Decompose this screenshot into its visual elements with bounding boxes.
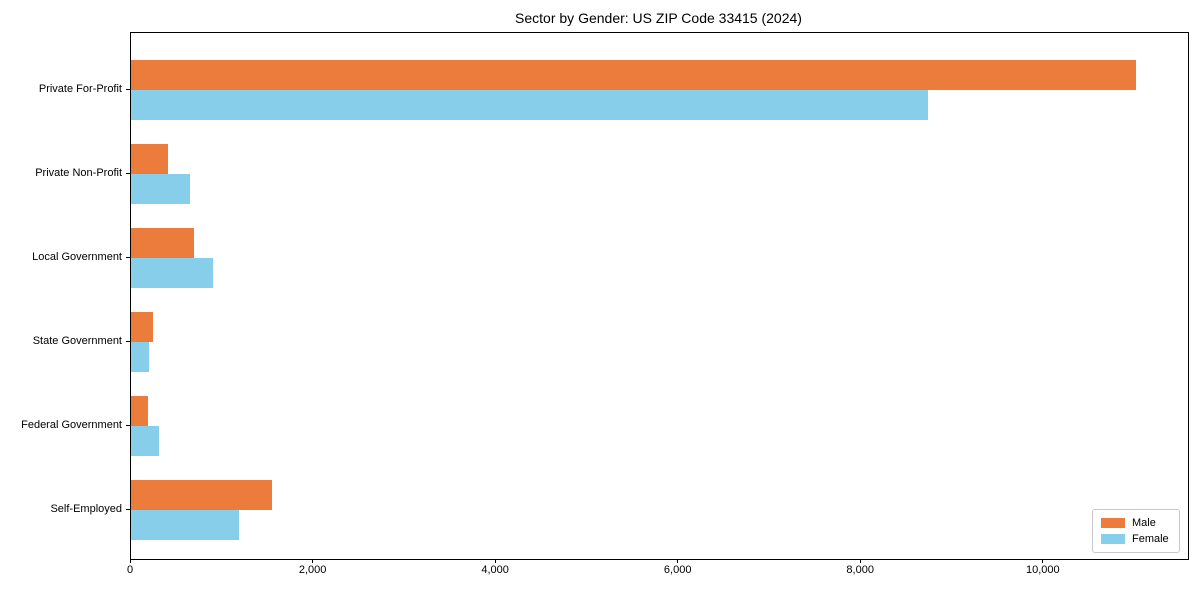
chart-title: Sector by Gender: US ZIP Code 33415 (202… [515,10,802,26]
bar-male-private-for-profit [131,60,1136,90]
y-axis-label-federal-government: Federal Government [21,419,122,431]
y-tick-mark-private-for-profit [126,89,130,90]
y-axis-label-self-employed: Self-Employed [50,503,122,515]
y-tick-mark-federal-government [126,425,130,426]
x-tick-label-10000: 10,000 [1025,564,1060,576]
y-tick-mark-state-government [126,341,130,342]
bar-male-private-non-profit [131,144,169,174]
plot-area [130,32,1189,560]
legend: Male Female [1092,509,1180,553]
x-tick-label-2000: 2,000 [298,564,327,576]
bar-female-self-employed [131,510,239,540]
bar-female-private-non-profit [131,174,191,204]
y-tick-mark-private-non-profit [126,173,130,174]
x-tick-mark-6000 [677,559,679,563]
x-tick-mark-8000 [859,559,861,563]
bar-male-state-government [131,312,153,342]
x-tick-label-0: 0 [126,564,134,576]
bar-male-federal-government [131,396,149,426]
y-axis-label-state-government: State Government [32,335,122,347]
bar-male-self-employed [131,480,272,510]
x-tick-mark-0 [129,559,131,563]
legend-label-female: Female [1132,533,1169,545]
y-tick-mark-local-government [126,257,130,258]
bar-female-federal-government [131,426,160,456]
legend-entry-female: Female [1101,531,1179,547]
y-axis-label-private-for-profit: Private For-Profit [38,83,122,95]
legend-entry-male: Male [1101,515,1179,531]
x-tick-mark-2000 [312,559,314,563]
bar-female-state-government [131,342,150,372]
x-tick-label-4000: 4,000 [481,564,509,576]
x-tick-label-8000: 8,000 [846,564,874,576]
bar-female-local-government [131,258,214,288]
legend-swatch-female [1101,534,1125,544]
bar-female-private-for-profit [131,90,928,120]
bar-male-local-government [131,228,194,258]
x-tick-label-6000: 6,000 [663,564,692,576]
x-tick-mark-10000 [1042,559,1044,563]
y-axis: Private For-Profit Private Non-Profit Loca… [0,32,122,558]
legend-label-male: Male [1132,517,1156,529]
legend-swatch-male [1101,518,1125,528]
y-axis-label-local-government: Local Government [32,251,122,263]
y-tick-mark-self-employed [126,509,130,510]
y-axis-label-private-non-profit: Private Non-Profit [35,167,122,179]
x-tick-mark-4000 [494,559,496,563]
